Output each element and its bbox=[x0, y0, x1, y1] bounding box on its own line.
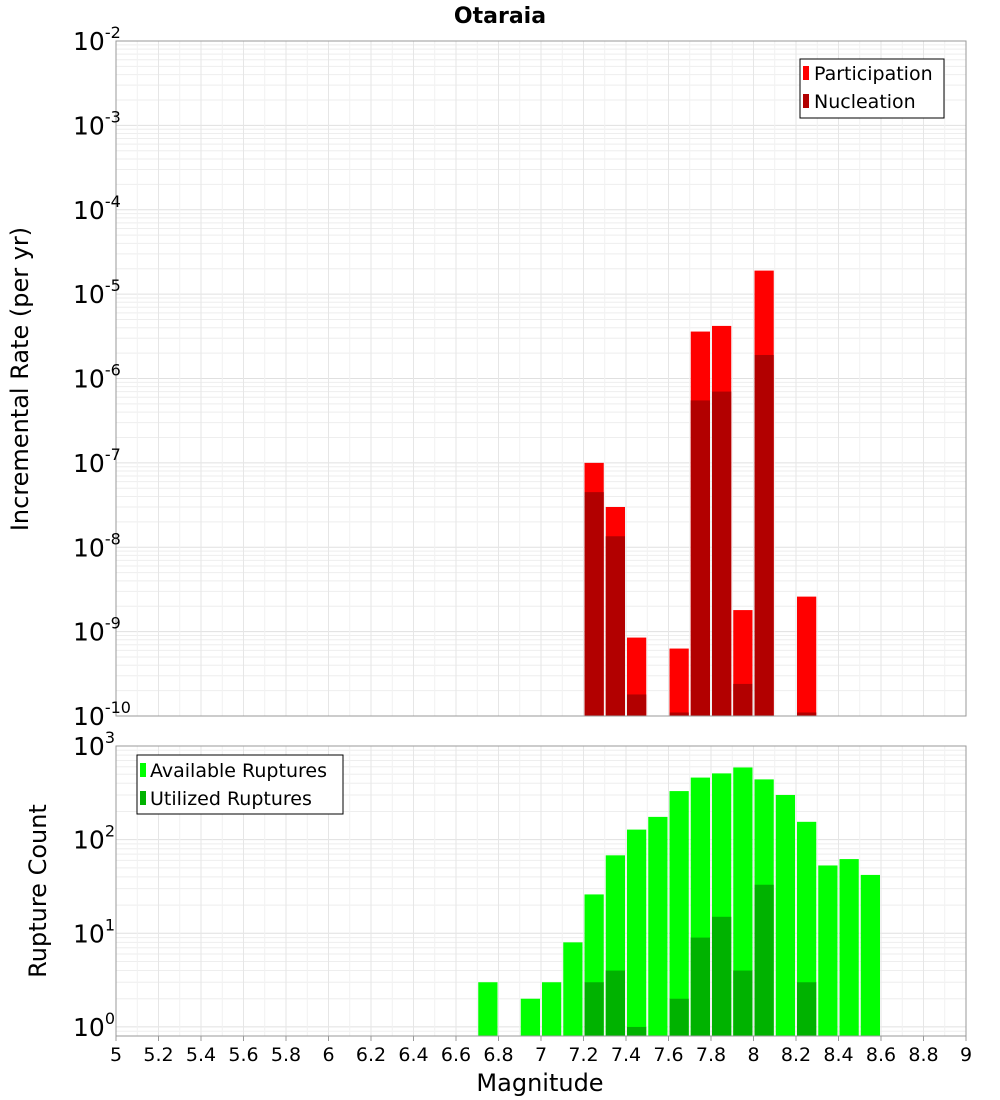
top-y-tick-label: 10-3 bbox=[73, 107, 121, 140]
x-tick-label: 5.8 bbox=[271, 1044, 301, 1066]
bottom-y-tick-label: 102 bbox=[73, 822, 115, 855]
bottom-bar-utilized-ruptures bbox=[669, 998, 689, 1036]
bottom-y-axis-label: Rupture Count bbox=[24, 804, 52, 978]
top-y-tick-label: 10-5 bbox=[73, 276, 121, 309]
bottom-bar-utilized-ruptures bbox=[690, 937, 710, 1036]
top-bar-nucleation bbox=[690, 400, 710, 716]
legend-label-utilized-ruptures: Utilized Ruptures bbox=[150, 788, 312, 810]
top-bar-nucleation bbox=[712, 391, 732, 716]
top-bar-nucleation bbox=[584, 492, 604, 716]
top-bar-nucleation bbox=[627, 694, 647, 716]
x-tick-label: 5 bbox=[110, 1044, 122, 1066]
top-legend: Participation Nucleation bbox=[799, 58, 945, 119]
x-tick-label: 8.4 bbox=[823, 1044, 853, 1066]
x-tick-label: 8 bbox=[747, 1044, 759, 1066]
top-panel-grid bbox=[115, 41, 967, 717]
top-y-tick-label: 10-2 bbox=[73, 23, 121, 56]
x-tick-label: 9 bbox=[960, 1044, 972, 1066]
top-y-tick-label: 10-10 bbox=[73, 698, 131, 731]
x-axis-ticks: 5 5.2 5.4 5.6 5.8 6 6.2 6.4 6.6 6.8 7 7.2 7.4 7.6 7.8 8… bbox=[110, 1036, 972, 1066]
bottom-legend-box bbox=[136, 754, 344, 815]
top-y-tick-label: 10-6 bbox=[73, 361, 121, 394]
bottom-bar-utilized-ruptures bbox=[712, 916, 732, 1036]
legend-label-nucleation: Nucleation bbox=[814, 91, 916, 113]
top-bar-participation bbox=[797, 596, 817, 716]
top-y-tick-label: 10-7 bbox=[73, 445, 121, 478]
x-tick-label: 6 bbox=[322, 1044, 334, 1066]
top-y-tick-label: 10-8 bbox=[73, 529, 121, 562]
x-tick-label: 8.6 bbox=[866, 1044, 896, 1066]
x-tick-label: 7.4 bbox=[611, 1044, 641, 1066]
x-tick-label: 7.2 bbox=[568, 1044, 598, 1066]
bottom-y-tick-label: 101 bbox=[73, 915, 115, 948]
top-y-axis-ticks: 10-2 10-3 10-4 10-5 10-6 10-7 10-8 10-9 10-10 bbox=[73, 23, 131, 731]
bottom-bar-available-ruptures bbox=[860, 874, 880, 1036]
bottom-bar-available-ruptures bbox=[563, 942, 583, 1036]
bottom-bar-available-ruptures bbox=[839, 859, 859, 1036]
x-tick-label: 5.2 bbox=[143, 1044, 173, 1066]
x-tick-label: 7.6 bbox=[653, 1044, 683, 1066]
top-y-tick-label: 10-4 bbox=[73, 192, 121, 225]
top-y-axis-label: Incremental Rate (per yr) bbox=[6, 227, 34, 531]
x-tick-label: 6.4 bbox=[398, 1044, 428, 1066]
top-bar-nucleation bbox=[605, 536, 625, 716]
top-plot-area bbox=[115, 40, 967, 717]
top-bar-nucleation bbox=[797, 712, 817, 716]
top-legend-box bbox=[799, 58, 945, 119]
bottom-bar-available-ruptures bbox=[627, 829, 647, 1036]
bottom-panel-bars bbox=[478, 767, 880, 1036]
bottom-y-tick-label: 103 bbox=[73, 728, 115, 761]
legend-swatch-participation bbox=[803, 66, 809, 80]
bottom-bar-utilized-ruptures bbox=[605, 970, 625, 1036]
bottom-bar-available-ruptures bbox=[542, 982, 562, 1036]
x-tick-label: 6.6 bbox=[441, 1044, 471, 1066]
bottom-bar-available-ruptures bbox=[818, 865, 838, 1036]
bottom-bar-utilized-ruptures bbox=[733, 970, 753, 1036]
chart-title: Otaraia bbox=[454, 4, 546, 29]
top-panel-bars bbox=[584, 270, 817, 716]
top-bar-participation bbox=[669, 648, 689, 716]
top-bar-nucleation bbox=[669, 712, 689, 716]
top-bar-nucleation bbox=[754, 354, 774, 716]
legend-swatch-utilized-ruptures bbox=[140, 791, 146, 805]
x-tick-label: 7.8 bbox=[696, 1044, 726, 1066]
bottom-bar-utilized-ruptures bbox=[584, 982, 604, 1036]
bottom-bar-utilized-ruptures bbox=[627, 1026, 647, 1036]
bottom-bar-available-ruptures bbox=[733, 767, 753, 1036]
bottom-bar-available-ruptures bbox=[669, 791, 689, 1036]
bottom-bar-utilized-ruptures bbox=[754, 884, 774, 1036]
legend-swatch-nucleation bbox=[803, 94, 809, 108]
bottom-legend: Available Ruptures Utilized Ruptures bbox=[136, 754, 344, 815]
x-tick-label: 5.4 bbox=[186, 1044, 216, 1066]
x-tick-label: 8.8 bbox=[908, 1044, 938, 1066]
x-axis-label: Magnitude bbox=[476, 1069, 603, 1097]
bottom-bar-utilized-ruptures bbox=[797, 982, 817, 1036]
top-y-tick-label: 10-9 bbox=[73, 614, 121, 647]
x-tick-label: 8.2 bbox=[781, 1044, 811, 1066]
x-tick-label: 6.2 bbox=[356, 1044, 386, 1066]
bottom-bar-available-ruptures bbox=[775, 794, 795, 1036]
bottom-y-axis-ticks: 103 102 101 100 bbox=[73, 728, 115, 1042]
top-bar-nucleation bbox=[733, 683, 753, 716]
bottom-bar-available-ruptures bbox=[478, 982, 498, 1036]
x-tick-label: 5.6 bbox=[228, 1044, 258, 1066]
legend-label-available-ruptures: Available Ruptures bbox=[150, 760, 327, 782]
bottom-bar-available-ruptures bbox=[520, 998, 540, 1036]
x-tick-label: 6.8 bbox=[483, 1044, 513, 1066]
legend-swatch-available-ruptures bbox=[140, 763, 146, 777]
bottom-y-tick-label: 100 bbox=[73, 1009, 115, 1042]
x-tick-label: 7 bbox=[535, 1044, 547, 1066]
bottom-bar-available-ruptures bbox=[648, 816, 668, 1036]
legend-label-participation: Participation bbox=[814, 63, 933, 85]
